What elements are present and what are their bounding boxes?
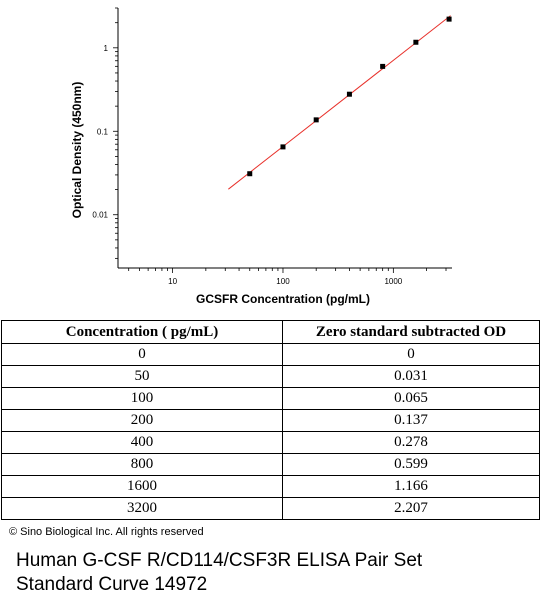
data-point	[446, 16, 452, 22]
table-row: 100 0.065	[1, 387, 540, 410]
x-axis-label: GCSFR Concentration (pg/mL)	[196, 292, 370, 306]
table-row: 3200 2.207	[1, 497, 540, 520]
od-cell: 0.031	[282, 365, 540, 388]
od-cell: 0.137	[282, 409, 540, 432]
header-concentration: Concentration ( pg/mL)	[1, 320, 283, 344]
data-point	[346, 91, 352, 97]
od-cell: 0.599	[282, 453, 540, 476]
standard-values-table: Concentration ( pg/mL) Zero standard sub…	[1, 320, 540, 520]
data-point	[247, 171, 253, 177]
table-row: 1600 1.166	[1, 475, 540, 498]
figure-caption: Human G-CSF R/CD114/CSF3R ELISA Pair Set…	[16, 549, 422, 597]
x-tick-label: 1000	[384, 277, 402, 286]
od-cell: 0	[282, 343, 540, 366]
y-tick-label: 0.01	[92, 211, 108, 220]
concentration-cell: 0	[1, 343, 283, 366]
concentration-cell: 3200	[1, 497, 283, 520]
x-tick-label: 10	[168, 277, 177, 286]
concentration-cell: 400	[1, 431, 283, 454]
data-point	[380, 63, 386, 69]
copyright-notice: © Sino Biological Inc. All rights reserv…	[9, 526, 204, 538]
x-tick-label: 100	[276, 277, 290, 286]
standard-curve-chart: 0.01 0.1 1 10 100 1000 Optical Density (450nm…	[70, 7, 452, 306]
y-axis-label: Optical Density (450nm)	[70, 82, 84, 219]
concentration-cell: 1600	[1, 475, 283, 498]
table-row: 200 0.137	[1, 409, 540, 432]
od-cell: 0.065	[282, 387, 540, 410]
plot-axes	[117, 8, 452, 269]
y-tick-label: 0.1	[97, 127, 109, 136]
concentration-cell: 50	[1, 365, 283, 388]
header-od: Zero standard subtracted OD	[282, 320, 540, 344]
concentration-cell: 100	[1, 387, 283, 410]
table-row: 50 0.031	[1, 365, 540, 388]
axis-ticks: 0.01 0.1 1 10 100 1000	[92, 7, 447, 286]
y-tick-label: 1	[104, 44, 109, 53]
data-point	[280, 144, 286, 150]
od-cell: 0.278	[282, 431, 540, 454]
data-point	[413, 39, 419, 45]
concentration-cell: 200	[1, 409, 283, 432]
data-point	[313, 117, 319, 123]
data-points	[247, 16, 452, 177]
od-cell: 1.166	[282, 475, 540, 498]
caption-line-1: Human G-CSF R/CD114/CSF3R ELISA Pair Set	[16, 550, 423, 571]
od-cell: 2.207	[282, 497, 540, 520]
table-row: 400 0.278	[1, 431, 540, 454]
table-header-row: Concentration ( pg/mL) Zero standard sub…	[1, 320, 540, 344]
table-row: 800 0.599	[1, 453, 540, 476]
caption-line-2: Standard Curve 14972	[16, 574, 208, 595]
concentration-cell: 800	[1, 453, 283, 476]
